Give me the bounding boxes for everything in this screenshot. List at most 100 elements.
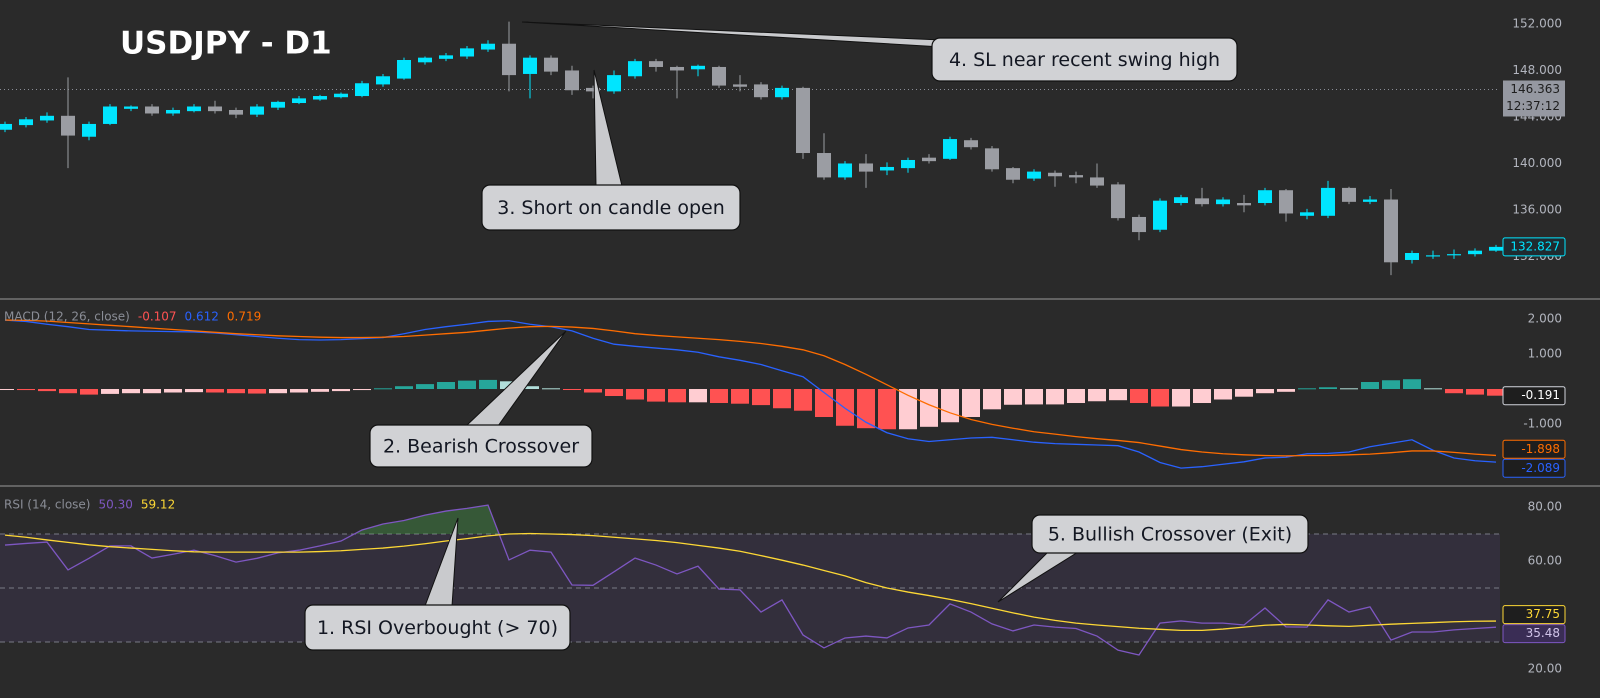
histogram-bar: [1298, 388, 1316, 390]
candle-body: [250, 106, 264, 115]
candle-body: [838, 163, 852, 178]
histogram-bar: [458, 380, 476, 390]
candle-body: [1342, 187, 1356, 202]
candle-body: [1447, 254, 1461, 256]
y-tick-label: 136.000: [1512, 202, 1562, 216]
histogram-bar: [1403, 379, 1421, 390]
histogram-bar: [332, 389, 350, 392]
candle-body: [523, 57, 537, 74]
histogram-bar: [1214, 389, 1232, 400]
histogram-bar: [1466, 389, 1484, 395]
header-value: -0.107: [138, 310, 177, 324]
histogram-bar: [710, 389, 728, 404]
candle-body: [481, 43, 495, 50]
histogram-bar: [1025, 389, 1043, 405]
histogram-bar: [1340, 388, 1358, 390]
candle-body: [1258, 190, 1272, 204]
candle-body: [670, 66, 684, 71]
indicator-line: [4, 319, 1497, 457]
y-tick-label: 80.00: [1528, 500, 1562, 514]
histogram-bar: [584, 389, 602, 393]
pane-title: RSI (14, close): [4, 498, 90, 512]
candle-body: [1090, 177, 1104, 186]
callout-text: 2. Bearish Crossover: [383, 436, 579, 458]
last-value: -2.089: [1521, 461, 1560, 475]
histogram-bar: [689, 389, 707, 403]
candle-body: [1174, 197, 1188, 204]
callout-box: [481, 184, 741, 231]
candle-body: [607, 75, 621, 92]
callout-box: [369, 424, 593, 468]
candle-body: [859, 163, 873, 172]
histogram-bar: [1067, 389, 1085, 404]
histogram-bar: [416, 384, 434, 390]
price-line-box: [1503, 80, 1565, 117]
indicator-line: [4, 532, 1497, 632]
y-tick-label: 140.000: [1512, 156, 1562, 170]
candle-body: [376, 76, 390, 85]
histogram-bar: [1088, 389, 1106, 402]
histogram-bar: [1004, 389, 1022, 405]
candle-body: [691, 65, 705, 70]
last-price: 132.827: [1510, 239, 1560, 253]
y-tick-label: 148.000: [1512, 63, 1562, 77]
histogram-bar: [1109, 389, 1127, 401]
price-line-value: 146.363: [1510, 82, 1560, 96]
y-tick-label: -1.000: [1523, 417, 1562, 431]
candle-body: [1006, 168, 1020, 180]
candle-body: [208, 106, 222, 112]
candle-body: [61, 115, 75, 136]
candle-body: [1279, 190, 1293, 214]
candle-body: [502, 43, 516, 76]
candle-body: [1363, 199, 1377, 202]
candle-body: [82, 123, 96, 137]
candle-body: [754, 84, 768, 98]
indicator-line: [4, 319, 1497, 469]
histogram-bar: [59, 389, 77, 394]
callout-text: 4. SL near recent swing high: [949, 49, 1220, 71]
candle-body: [1237, 203, 1251, 206]
callout-text: 1. RSI Overbought (> 70): [317, 617, 558, 639]
candle-body: [796, 87, 810, 154]
candle-body: [1195, 198, 1209, 205]
histogram-bar: [1172, 389, 1190, 407]
histogram-bar: [311, 389, 329, 392]
histogram-bar: [38, 389, 56, 392]
histogram-bar: [1424, 388, 1442, 390]
candle-body: [1153, 200, 1167, 230]
histogram-bar: [857, 389, 875, 429]
candle-body: [712, 66, 726, 86]
candle-body: [145, 106, 159, 114]
callout-text: 3. Short on candle open: [497, 197, 725, 219]
last-value-box: [1502, 439, 1566, 459]
candle-body: [565, 70, 579, 91]
candle-body: [1111, 184, 1125, 219]
header-value: 59.12: [141, 498, 175, 512]
last-price-box: [1502, 237, 1566, 257]
histogram-bar: [248, 389, 266, 394]
indicator-line: [4, 504, 1497, 656]
histogram-bar: [1193, 389, 1211, 404]
histogram-bar: [878, 389, 896, 430]
candle-body: [880, 166, 894, 171]
candle-body: [733, 84, 747, 87]
candle-body: [292, 98, 306, 104]
histogram-bar: [1046, 389, 1064, 405]
candle-body: [1069, 175, 1083, 178]
candle-body: [775, 87, 789, 98]
last-value-box: [1502, 605, 1566, 625]
histogram-bar: [626, 389, 644, 400]
candle-body: [19, 119, 33, 126]
histogram-bar: [185, 389, 203, 393]
histogram-bar: [227, 389, 245, 394]
histogram-bar: [1235, 389, 1253, 397]
candle-body: [817, 153, 831, 178]
price-line-time: 12:37:12: [1506, 99, 1560, 113]
candle-body: [544, 57, 558, 72]
callout-box: [304, 604, 571, 651]
candle-body: [0, 123, 12, 130]
candle-body: [1132, 216, 1146, 233]
histogram-bar: [353, 389, 371, 391]
last-value: -0.191: [1521, 388, 1560, 402]
callout-box: [1031, 514, 1309, 554]
